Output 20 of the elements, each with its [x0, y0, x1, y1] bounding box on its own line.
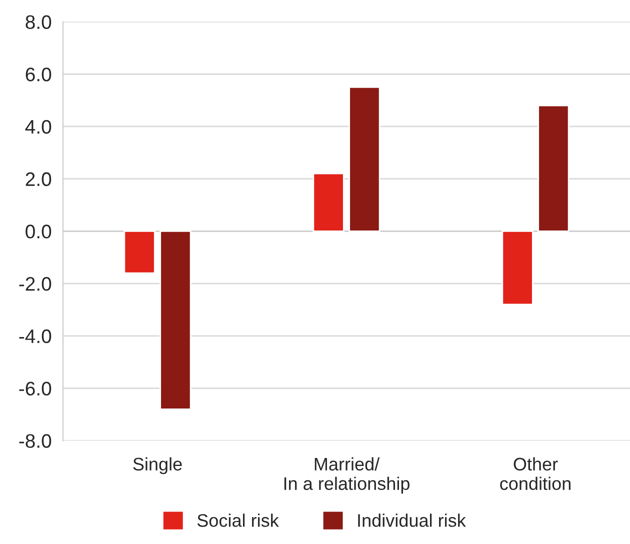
y-tick-label: 2.0 [26, 172, 52, 186]
y-tick-label: -6.0 [19, 382, 52, 396]
y-tick-label: -8.0 [19, 434, 52, 448]
bar [538, 104, 570, 232]
y-tick-label: -4.0 [19, 329, 52, 344]
bar [312, 172, 344, 232]
y-tick-label: 4.0 [25, 120, 52, 134]
y-tick-label: 8.0 [26, 15, 52, 29]
bar [502, 230, 534, 306]
y-tick-label: 6.0 [26, 68, 52, 82]
legend-label: Individual risk [358, 514, 466, 527]
x-tick-label: Married/ In a relationship [284, 457, 410, 494]
x-tick-label: Single [133, 457, 182, 474]
legend-label: Social risk [197, 514, 279, 527]
y-tick-label: 0.0 [26, 224, 52, 238]
y-tick-label: -2.0 [19, 277, 52, 291]
bar [160, 230, 192, 410]
bar [348, 86, 380, 232]
bar [124, 230, 156, 274]
x-tick-label: Other condition [500, 457, 570, 490]
